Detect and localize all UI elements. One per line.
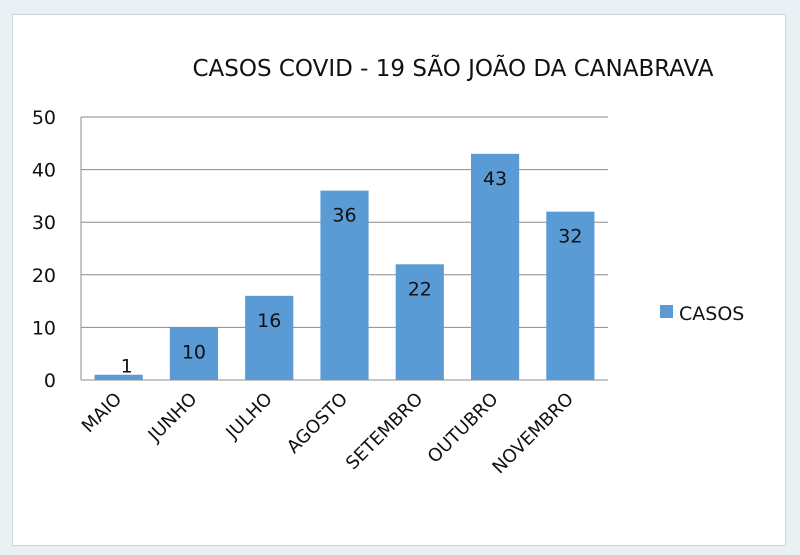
bar-novembro [546, 211, 595, 380]
bar-outubro [470, 153, 520, 380]
y-axis-ticks: 0 10 20 30 40 50 [32, 107, 56, 392]
data-label: 43 [483, 168, 507, 190]
y-tick-label: 0 [44, 370, 56, 392]
legend-label: CASOS [679, 303, 744, 325]
y-tick-label: 50 [32, 107, 56, 129]
y-tick-label: 40 [32, 160, 56, 182]
data-label: 32 [558, 226, 582, 248]
gridlines [80, 116, 608, 381]
data-label: 10 [182, 341, 206, 363]
y-tick-label: 20 [32, 265, 56, 287]
chart-title: CASOS COVID - 19 SÃO JOÃO DA CANABRAVA [192, 54, 713, 82]
x-category-label: JUNHO [144, 389, 202, 447]
y-tick-label: 30 [32, 212, 56, 234]
data-label: 1 [121, 356, 133, 378]
y-tick-label: 10 [32, 317, 56, 339]
x-category-label: JULHO [221, 389, 276, 444]
x-category-label: MAIO [78, 389, 126, 437]
bars [94, 153, 595, 380]
bar-agosto [320, 190, 369, 380]
x-category-label: OUTUBRO [424, 389, 503, 468]
x-axis-categories: MAIO JUNHO JULHO AGOSTOSETEMBROOUTUBRONOVEM… [78, 389, 578, 478]
legend-swatch [660, 305, 673, 318]
data-label: 16 [257, 310, 281, 332]
x-category-label: NOVEMBRO [488, 389, 577, 478]
legend: CASOS [660, 303, 744, 325]
bar-maio [94, 374, 143, 380]
x-category-label: AGOSTO [283, 389, 352, 458]
bar-setembro [395, 264, 444, 380]
data-label: 22 [408, 278, 432, 300]
data-label: 36 [332, 205, 356, 227]
bar-junho [169, 327, 219, 380]
x-category-label: SETEMBRO [342, 389, 427, 474]
bar-julho [245, 295, 294, 380]
data-labels: 1 10 16 36 22 43 32 [121, 168, 583, 378]
